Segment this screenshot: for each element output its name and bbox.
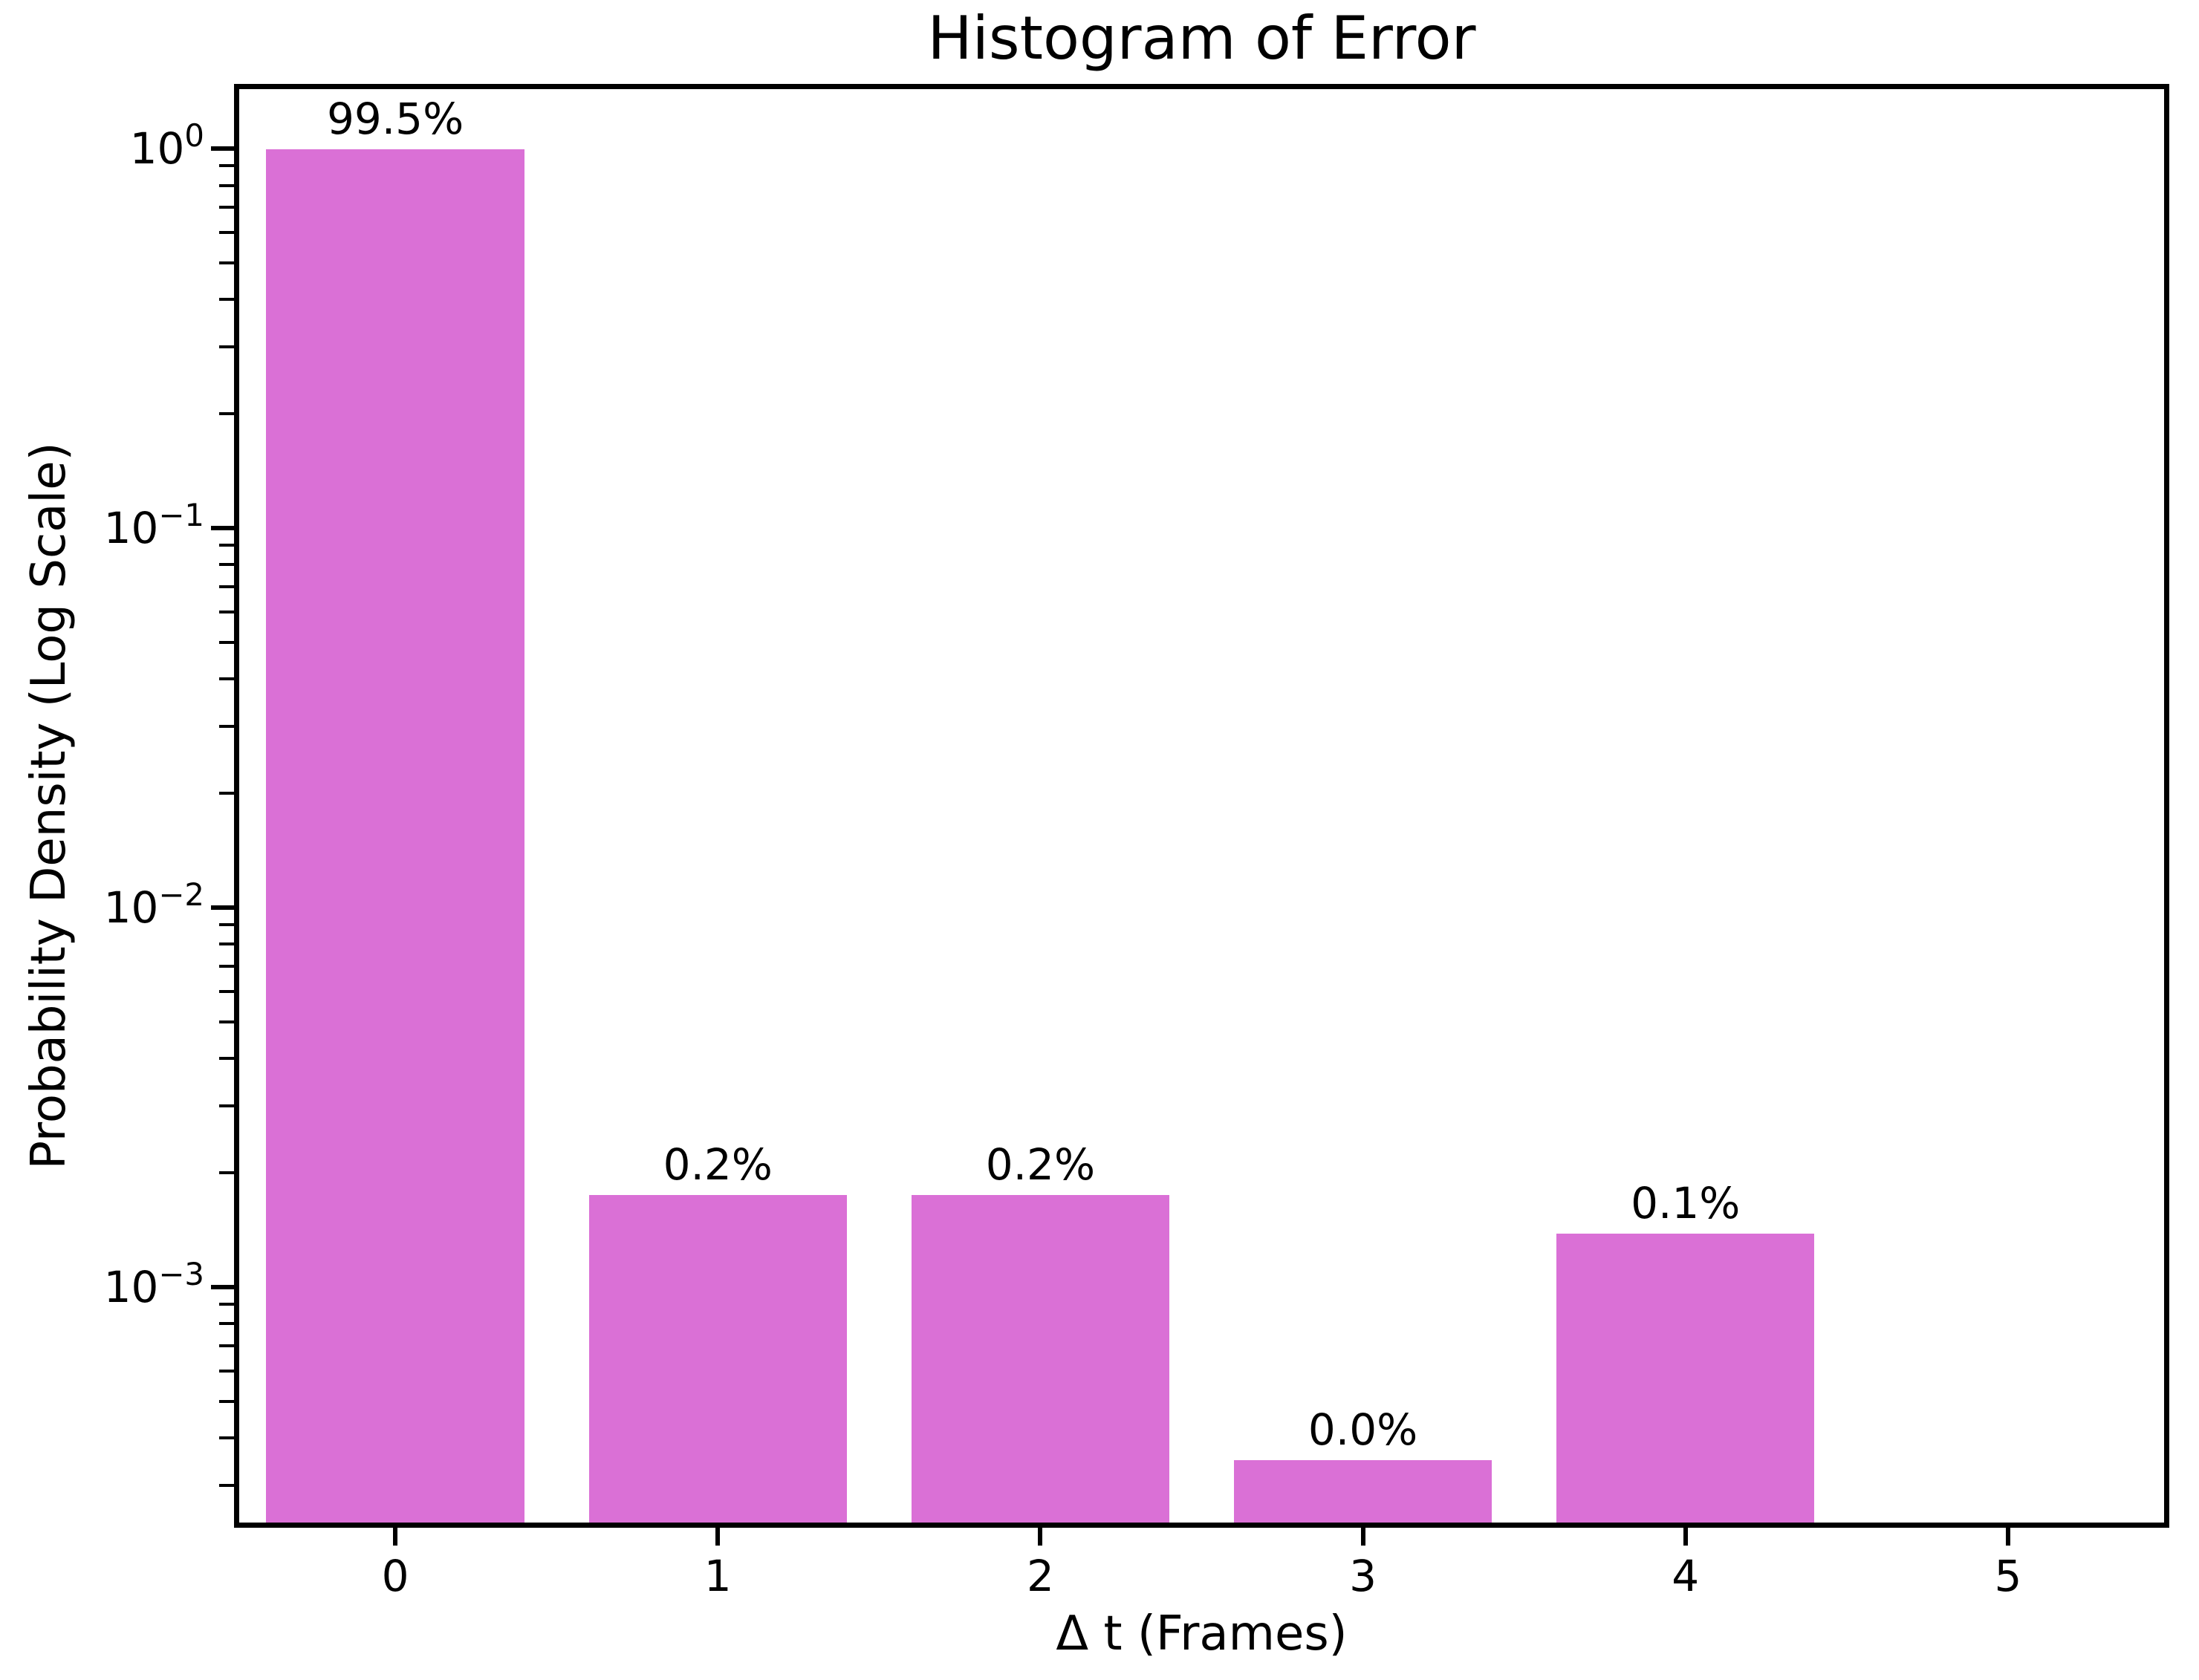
- y-axis-label: Probability Density (Log Scale): [22, 442, 77, 1170]
- y-tick-label: 10−2: [103, 876, 204, 933]
- y-tick-label: 100: [129, 117, 204, 174]
- y-minor-tick: [219, 611, 234, 614]
- y-minor-tick: [219, 1171, 234, 1174]
- histogram-bar: [266, 149, 524, 1528]
- x-tick: [2005, 1528, 2010, 1546]
- chart-title: Histogram of Error: [927, 4, 1476, 73]
- y-tick: [211, 146, 234, 151]
- y-minor-tick: [219, 1344, 234, 1347]
- y-minor-tick: [219, 640, 234, 644]
- y-minor-tick: [219, 1057, 234, 1061]
- x-tick-label: 0: [381, 1551, 409, 1601]
- y-tick: [211, 1284, 234, 1289]
- histogram-bar: [1556, 1234, 1815, 1528]
- bar-value-label: 99.5%: [326, 94, 464, 145]
- x-tick: [1683, 1528, 1688, 1546]
- y-minor-tick: [219, 563, 234, 567]
- y-minor-tick: [219, 965, 234, 968]
- y-minor-tick: [219, 298, 234, 302]
- y-minor-tick: [219, 183, 234, 187]
- y-minor-tick: [219, 725, 234, 729]
- y-minor-tick: [219, 206, 234, 209]
- bar-value-label: 0.2%: [663, 1139, 773, 1190]
- y-minor-tick: [219, 1399, 234, 1403]
- y-minor-tick: [219, 1322, 234, 1326]
- y-minor-tick: [219, 677, 234, 681]
- x-tick-label: 2: [1026, 1551, 1054, 1601]
- y-minor-tick: [219, 923, 234, 927]
- x-axis-label: Δ t (Frames): [1056, 1606, 1348, 1661]
- x-tick-label: 3: [1349, 1551, 1377, 1601]
- y-minor-tick: [219, 1104, 234, 1108]
- bar-value-label: 0.1%: [1631, 1178, 1741, 1229]
- x-tick-label: 5: [1994, 1551, 2022, 1601]
- x-tick: [1038, 1528, 1043, 1546]
- y-tick: [211, 905, 234, 910]
- bar-value-label: 0.0%: [1308, 1404, 1418, 1455]
- y-minor-tick: [219, 1020, 234, 1023]
- y-minor-tick: [219, 231, 234, 235]
- x-tick: [393, 1528, 398, 1546]
- y-tick-label: 10−1: [103, 496, 204, 553]
- y-minor-tick: [219, 261, 234, 264]
- histogram-bar: [588, 1194, 847, 1528]
- y-tick: [211, 525, 234, 530]
- y-minor-tick: [219, 1303, 234, 1306]
- y-minor-tick: [219, 585, 234, 589]
- left-spine: [234, 84, 239, 1528]
- y-minor-tick: [219, 164, 234, 168]
- top-spine: [234, 84, 2169, 89]
- y-minor-tick: [219, 345, 234, 349]
- y-minor-tick: [219, 1436, 234, 1440]
- x-tick: [1360, 1528, 1365, 1546]
- y-minor-tick: [219, 1483, 234, 1487]
- y-minor-tick: [219, 1370, 234, 1373]
- plot-area: 99.5% 0.2% 0.2% 0.0% 0.1% 0 1 2 3 4 5 100 10−1 10−2 10…: [104, 84, 2169, 1600]
- y-minor-tick: [219, 412, 234, 416]
- y-minor-tick: [219, 544, 234, 547]
- bottom-spine: [234, 1523, 2169, 1528]
- y-tick-label: 10−3: [103, 1255, 204, 1312]
- histogram-bar: [1233, 1459, 1492, 1528]
- x-tick: [715, 1528, 721, 1546]
- x-tick-label: 1: [704, 1551, 732, 1601]
- bar-value-label: 0.2%: [985, 1139, 1096, 1190]
- y-minor-tick: [219, 792, 234, 795]
- histogram-bar: [911, 1194, 1170, 1528]
- right-spine: [2164, 84, 2169, 1528]
- y-minor-tick: [219, 990, 234, 994]
- x-tick-label: 4: [1672, 1551, 1700, 1601]
- y-minor-tick: [219, 942, 234, 946]
